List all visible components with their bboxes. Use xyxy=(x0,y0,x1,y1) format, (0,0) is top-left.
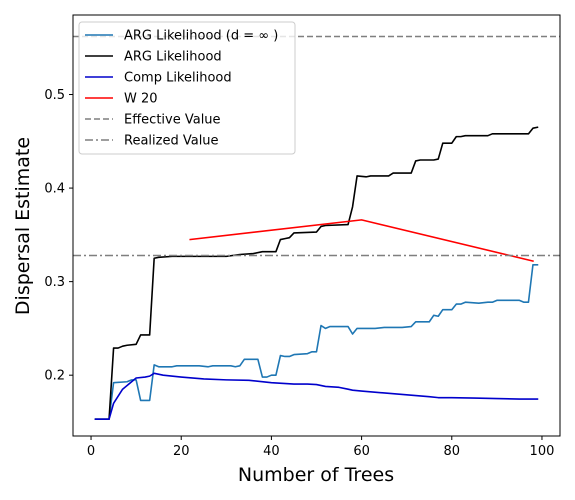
x-tick-label: 60 xyxy=(353,444,370,459)
legend-label: W 20 xyxy=(124,92,158,107)
y-tick-label: 0.3 xyxy=(44,275,65,290)
y-tick-label: 0.4 xyxy=(44,182,65,197)
series-line-arg-likelihood xyxy=(94,126,539,420)
x-tick-label: 100 xyxy=(530,444,555,459)
legend-box xyxy=(78,21,296,155)
y-axis-label: Dispersal Estimate xyxy=(12,137,34,315)
y-tick-label: 0.2 xyxy=(44,369,65,384)
axis-ticks: 0 20 40 60 80 100 0.2 0.3 0.4 0.5 xyxy=(44,88,554,459)
x-tick-label: 20 xyxy=(173,444,190,459)
x-axis-label: Number of Trees xyxy=(238,464,394,486)
legend-label: Comp Likelihood xyxy=(124,71,232,86)
series-line-comp-likelihood xyxy=(94,372,539,420)
x-tick-label: 40 xyxy=(263,444,280,459)
axes-frame xyxy=(72,14,561,437)
y-tick-label: 0.5 xyxy=(44,88,65,103)
legend-label: Effective Value xyxy=(124,113,221,128)
x-tick-label: 80 xyxy=(444,444,461,459)
series-line-arg-likelihood-d xyxy=(94,263,539,420)
x-tick-label: 0 xyxy=(87,444,95,459)
legend: ARG Likelihood (d = ∞ ) ARG Likelihood Com… xyxy=(78,21,296,155)
legend-label: ARG Likelihood xyxy=(124,50,222,65)
series-line-w-20 xyxy=(189,219,534,263)
legend-label: Realized Value xyxy=(124,134,219,149)
legend-label: ARG Likelihood (d = ∞ ) xyxy=(124,29,278,44)
